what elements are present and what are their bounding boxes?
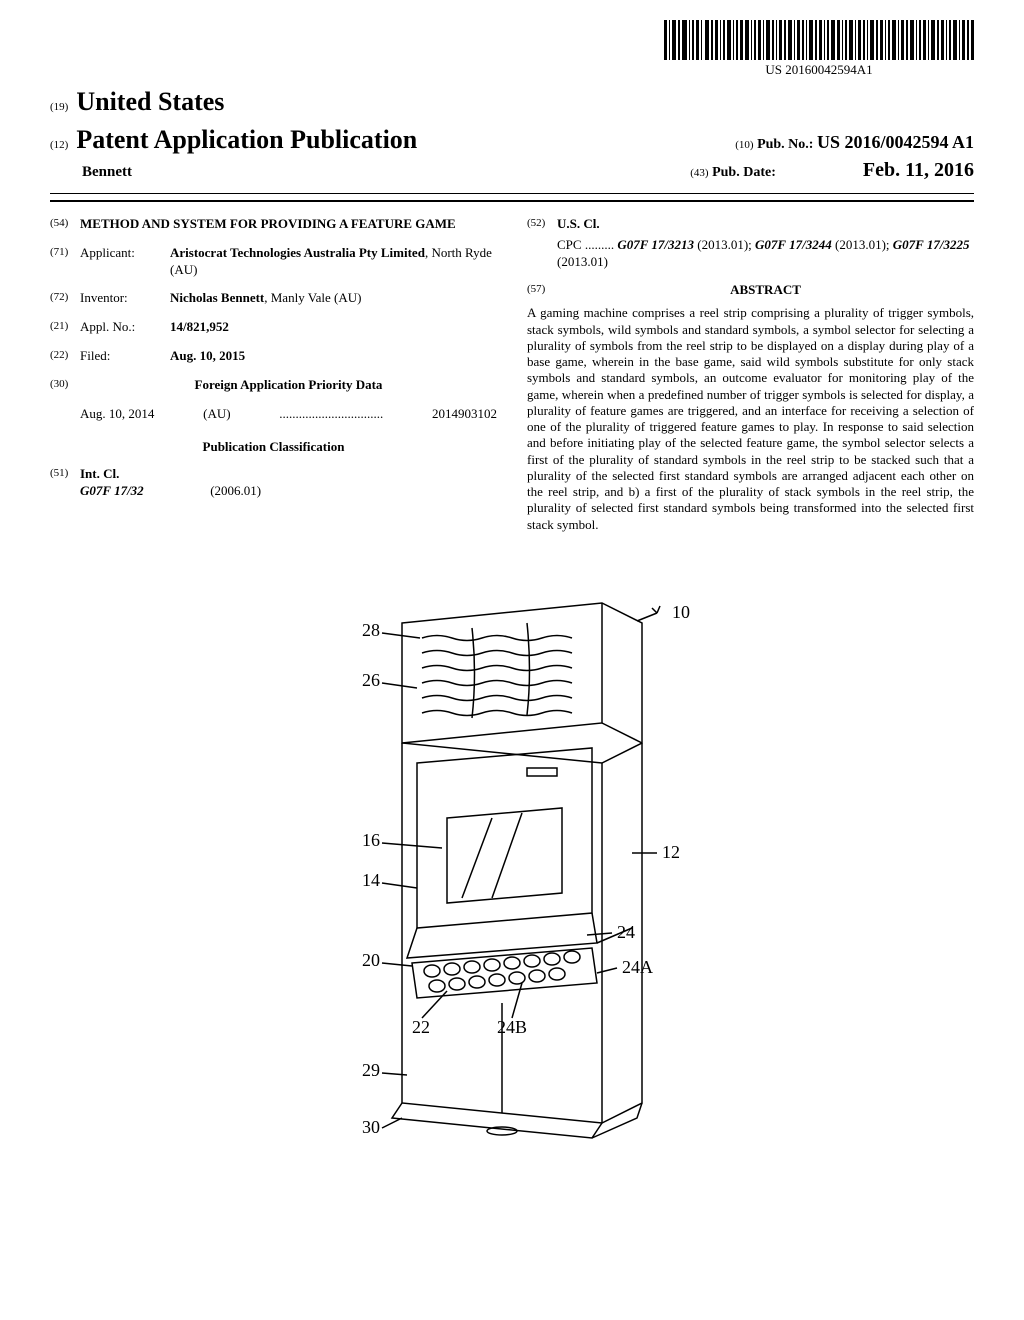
cpc3-year: (2013.01) xyxy=(557,254,608,269)
abstract-text: A gaming machine comprises a reel strip … xyxy=(527,305,974,533)
tag-51: (51) xyxy=(50,466,80,500)
applicant-name: Aristocrat Technologies Australia Pty Li… xyxy=(170,245,425,260)
author-name: Bennett xyxy=(50,163,132,183)
fig-label-10: 10 xyxy=(672,602,690,622)
uscl-label: U.S. Cl. xyxy=(557,216,974,233)
tag-21: (21) xyxy=(50,319,80,336)
tag-10: (10) xyxy=(735,139,753,151)
invention-title: METHOD AND SYSTEM FOR PROVIDING A FEATUR… xyxy=(80,216,456,233)
barcode-region: US 20160042594A1 xyxy=(50,20,974,80)
inventor-name: Nicholas Bennett xyxy=(170,290,264,305)
applicant-value: Aristocrat Technologies Australia Pty Li… xyxy=(170,245,497,279)
applicant-label: Applicant: xyxy=(80,245,170,279)
pubdate-label: Pub. Date: xyxy=(712,165,776,180)
intcl-code: G07F 17/32 xyxy=(80,483,144,498)
country-name: United States xyxy=(76,85,224,119)
applno-value: 14/821,952 xyxy=(170,319,497,336)
pubno-value: US 2016/0042594 A1 xyxy=(817,132,974,152)
right-column: (52) U.S. Cl. CPC ......... G07F 17/3213… xyxy=(527,216,974,533)
fig-label-24a: 24A xyxy=(622,957,653,977)
tag-43: (43) xyxy=(690,167,708,179)
fig-label-30: 30 xyxy=(362,1117,380,1137)
cpc2-year: (2013.01); xyxy=(835,237,890,252)
filed-value: Aug. 10, 2015 xyxy=(170,348,497,365)
tag-72: (72) xyxy=(50,290,80,307)
left-column: (54) METHOD AND SYSTEM FOR PROVIDING A F… xyxy=(50,216,497,533)
cpc1-year: (2013.01); xyxy=(697,237,752,252)
tag-52: (52) xyxy=(527,216,557,233)
fig-label-12: 12 xyxy=(662,842,680,862)
fig-label-28: 28 xyxy=(362,620,380,640)
foreign-date: Aug. 10, 2014 xyxy=(80,406,154,423)
cpc-dots: ......... xyxy=(585,237,614,252)
cpc1: G07F 17/3213 xyxy=(617,237,694,252)
two-column-body: (54) METHOD AND SYSTEM FOR PROVIDING A F… xyxy=(50,216,974,533)
tag-12: (12) xyxy=(50,138,68,152)
fig-label-24: 24 xyxy=(617,922,635,942)
tag-71: (71) xyxy=(50,245,80,279)
cpc-label: CPC xyxy=(557,237,582,252)
cpc2: G07F 17/3244 xyxy=(755,237,832,252)
applno-label: Appl. No.: xyxy=(80,319,170,336)
tag-30: (30) xyxy=(50,377,80,394)
fig-label-14: 14 xyxy=(362,870,380,890)
intcl-block: Int. Cl. G07F 17/32 (2006.01) xyxy=(80,466,497,500)
intcl-label: Int. Cl. xyxy=(80,466,119,481)
cpc3: G07F 17/3225 xyxy=(893,237,970,252)
filed-label: Filed: xyxy=(80,348,170,365)
tag-22: (22) xyxy=(50,348,80,365)
foreign-header: Foreign Application Priority Data xyxy=(80,377,497,394)
barcode-text: US 20160042594A1 xyxy=(664,62,974,79)
fig-label-20: 20 xyxy=(362,950,380,970)
foreign-priority-row: Aug. 10, 2014 (AU) .....................… xyxy=(50,406,497,423)
tag-54: (54) xyxy=(50,216,80,233)
cpc-line: CPC ......... G07F 17/3213 (2013.01); G0… xyxy=(527,237,974,271)
inventor-label: Inventor: xyxy=(80,290,170,307)
fig-label-16: 16 xyxy=(362,830,380,850)
inventor-value: Nicholas Bennett, Manly Vale (AU) xyxy=(170,290,497,307)
fig-label-26: 26 xyxy=(362,670,380,690)
intcl-year: (2006.01) xyxy=(210,483,261,498)
pubdate-value: Feb. 11, 2016 xyxy=(863,159,974,181)
inventor-loc: , Manly Vale (AU) xyxy=(264,290,361,305)
fig-label-22: 22 xyxy=(412,1017,430,1037)
patent-figure: 28 26 16 14 20 22 24B 29 30 10 12 24 24A xyxy=(50,563,974,1169)
header-section: (19) United States (12) Patent Applicati… xyxy=(50,85,974,183)
fig-label-29: 29 xyxy=(362,1060,380,1080)
pubclass-header: Publication Classification xyxy=(50,439,497,456)
tag-19: (19) xyxy=(50,100,68,114)
fig-label-24b: 24B xyxy=(497,1017,527,1037)
foreign-app: 2014903102 xyxy=(432,406,497,423)
publication-type: Patent Application Publication xyxy=(76,123,417,157)
tag-57: (57) xyxy=(527,282,557,303)
pubno-label: Pub. No.: xyxy=(757,137,813,152)
abstract-header: ABSTRACT xyxy=(557,282,974,299)
foreign-dots: ................................ xyxy=(279,406,383,423)
barcode-graphic: US 20160042594A1 xyxy=(664,20,974,79)
foreign-cc: (AU) xyxy=(203,406,230,423)
